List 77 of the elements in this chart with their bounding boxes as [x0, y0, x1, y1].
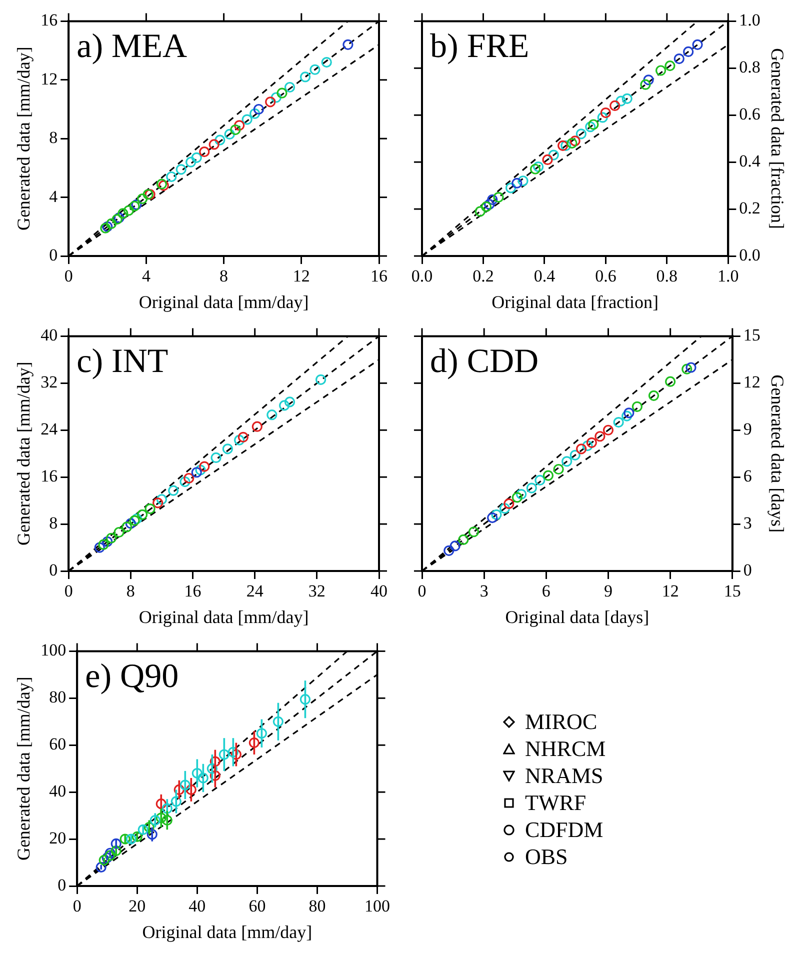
y-tick-label: 0 [49, 560, 58, 580]
y2-tick-label: 0.8 [739, 58, 760, 77]
text: OBS [525, 844, 568, 870]
y-tick-label: 20 [49, 828, 66, 848]
y2-tick-label: 0.6 [739, 104, 760, 124]
y-tick-label: 80 [49, 688, 66, 707]
y-tick-label: 4 [49, 186, 58, 206]
y-axis-title: Generated data [mm/day] [14, 676, 34, 861]
text: TWRF [525, 790, 586, 816]
x-tick-label: 3 [480, 582, 488, 601]
y2-tick-label: 9 [743, 420, 752, 439]
y-axis-title: Generated data [mm/day] [14, 46, 34, 231]
y2-tick-label: 0.0 [739, 245, 760, 264]
y2-tick-label: 0.4 [739, 152, 761, 171]
x-tick-label: 12 [292, 266, 310, 286]
x-tick-label: 16 [370, 266, 388, 286]
chart-title: d) CDD [430, 343, 539, 380]
y-tick-label: 12 [40, 69, 58, 88]
y-tick-label: 8 [49, 514, 58, 533]
chart-title: a) MEA [76, 28, 188, 66]
x-tick-label: 15 [724, 582, 741, 601]
y2-tick-label: 12 [743, 372, 760, 392]
y-tick-label: 16 [40, 10, 58, 30]
x-tick-label: 24 [246, 582, 264, 601]
x-tick-label: 9 [604, 582, 612, 601]
x-axis-title: Original data [mm/day] [138, 606, 309, 627]
x-axis-title: Original data [days] [505, 606, 650, 627]
x-tick-label: 80 [308, 896, 326, 916]
x-tick-label: 0.0 [411, 266, 433, 286]
y-tick-label: 16 [40, 466, 58, 486]
x-tick-label: 0.8 [656, 266, 678, 286]
y2-tick-label: 0 [743, 560, 752, 580]
y2-tick-label: 6 [743, 466, 752, 486]
text: CDFDM [525, 816, 604, 842]
y-tick-label: 32 [40, 372, 58, 392]
x-tick-label: 0 [72, 896, 82, 916]
chart-title: e) Q90 [85, 658, 179, 696]
x-tick-label: 8 [126, 582, 135, 601]
x-axis-title: Original data [mm/day] [142, 922, 312, 942]
text: NRAMS [525, 762, 604, 788]
chart-title: b) FRE [430, 28, 530, 66]
y-tick-label: 0 [49, 245, 58, 264]
x-tick-label: 100 [364, 896, 390, 916]
y2-tick-label: 15 [743, 326, 760, 345]
y-tick-label: 0 [58, 875, 66, 894]
x-tick-label: 40 [188, 896, 206, 916]
x-axis-title: Original data [mm/day] [138, 292, 309, 312]
x-tick-label: 40 [370, 582, 388, 601]
x-tick-label: 20 [128, 896, 146, 916]
y2-axis-title: Generated data [days] [767, 374, 788, 533]
y-tick-label: 8 [49, 128, 58, 148]
y2-tick-label: 3 [743, 514, 752, 533]
text: MIROC [525, 708, 598, 734]
chart-title: c) INT [76, 343, 168, 380]
y-tick-label: 40 [40, 326, 58, 345]
y-tick-label: 24 [40, 420, 58, 439]
y2-axis-title: Generated data [fraction] [767, 48, 788, 230]
x-tick-label: 0.6 [595, 266, 616, 286]
y2-tick-label: 0.2 [739, 198, 760, 218]
x-tick-label: 4 [142, 266, 151, 286]
x-tick-label: 1.0 [718, 266, 739, 286]
x-tick-label: 12 [662, 582, 679, 601]
y-axis-title: Generated data [mm/day] [14, 362, 34, 546]
x-tick-label: 0 [418, 582, 426, 601]
x-tick-label: 0.2 [472, 266, 494, 286]
y2-tick-label: 1.0 [739, 10, 760, 30]
x-tick-label: 8 [220, 266, 228, 286]
x-tick-label: 16 [184, 582, 202, 601]
text: NHRCM [525, 736, 606, 762]
x-tick-label: 0.4 [534, 266, 556, 286]
x-tick-label: 60 [248, 896, 266, 916]
y-tick-label: 40 [49, 782, 66, 801]
x-tick-label: 32 [308, 582, 326, 601]
y-tick-label: 60 [49, 734, 66, 754]
x-axis-title: Original data [fraction] [492, 292, 659, 312]
x-tick-label: 6 [542, 582, 550, 601]
y-tick-label: 100 [40, 640, 66, 660]
